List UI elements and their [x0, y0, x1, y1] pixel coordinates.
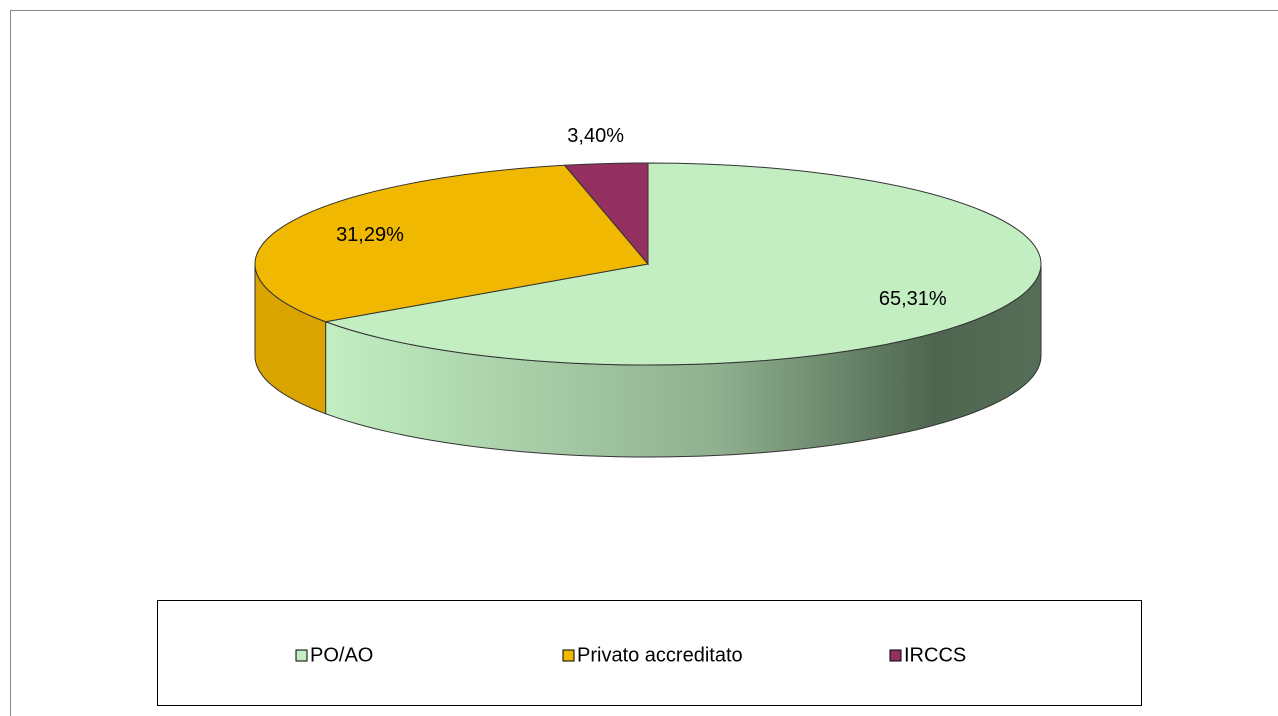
legend-label: IRCCS — [904, 644, 966, 666]
slice — [323, 162, 1042, 366]
legend-swatch — [295, 649, 308, 662]
data-label: 31,29% — [336, 224, 404, 246]
legend-box — [157, 600, 1142, 706]
legend-swatch — [889, 649, 902, 662]
legend-swatch — [562, 649, 575, 662]
data-label: 3,40% — [567, 125, 624, 147]
slice — [254, 164, 649, 323]
data-label: 65,31% — [879, 288, 947, 310]
legend-label: Privato accreditato — [577, 644, 743, 666]
legend-label: PO/AO — [310, 644, 373, 666]
slice — [563, 162, 649, 266]
